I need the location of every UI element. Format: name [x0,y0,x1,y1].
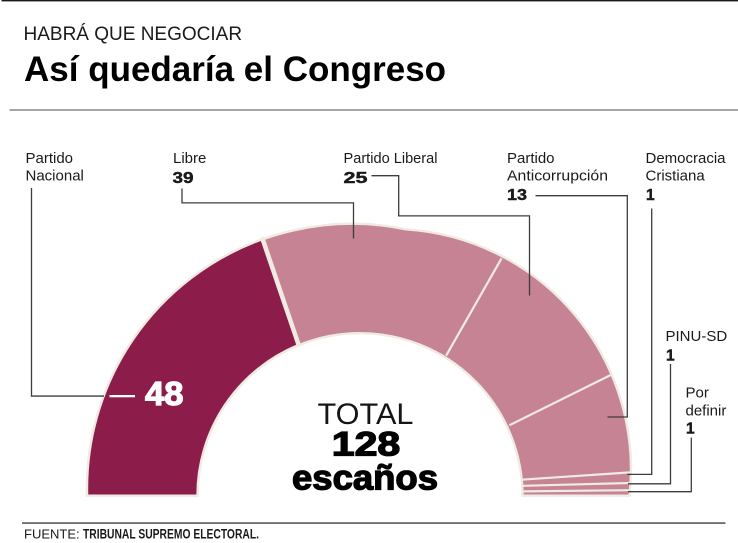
svg-text:Así quedaría el Congreso: Así quedaría el Congreso [24,50,446,89]
svg-text:FUENTE:: FUENTE: [24,527,80,542]
svg-text:Nacional: Nacional [26,167,84,184]
svg-text:Democracia: Democracia [646,150,727,167]
svg-text:TRIBUNAL SUPREMO ELECTORAL.: TRIBUNAL SUPREMO ELECTORAL. [83,527,259,542]
svg-text:1: 1 [666,348,675,365]
svg-text:39: 39 [173,170,194,187]
svg-text:Partido Liberal: Partido Liberal [344,150,438,167]
svg-text:Por: Por [686,385,709,402]
svg-text:1: 1 [646,187,655,204]
svg-text:48: 48 [145,375,184,412]
svg-text:128: 128 [332,426,401,464]
svg-text:PINU-SD: PINU-SD [666,328,728,345]
svg-text:TOTAL: TOTAL [318,398,414,431]
svg-text:Cristiana: Cristiana [646,167,706,184]
svg-text:Partido: Partido [507,150,555,167]
svg-text:13: 13 [507,187,527,204]
svg-text:1: 1 [686,421,695,438]
svg-text:escaños: escaños [292,459,438,498]
svg-text:25: 25 [344,170,369,187]
svg-text:Anticorrupción: Anticorrupción [507,167,608,184]
svg-text:Libre: Libre [173,150,206,167]
svg-text:HABRÁ QUE NEGOCIAR: HABRÁ QUE NEGOCIAR [24,24,243,45]
svg-text:Partido: Partido [26,150,74,167]
svg-text:definir: definir [686,403,727,420]
